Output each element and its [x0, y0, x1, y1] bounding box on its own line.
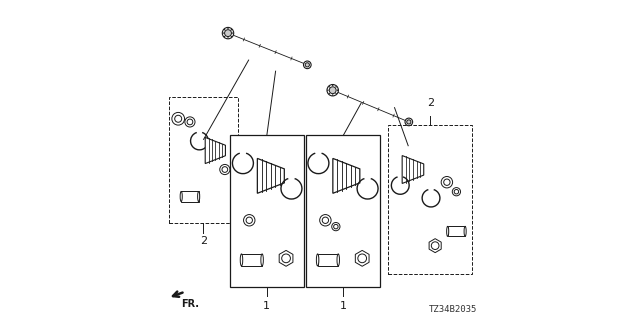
Circle shape	[220, 164, 230, 175]
Circle shape	[452, 188, 461, 196]
Circle shape	[222, 28, 234, 39]
Circle shape	[185, 117, 195, 127]
Circle shape	[225, 30, 232, 36]
Circle shape	[332, 95, 333, 96]
Circle shape	[224, 36, 225, 37]
Circle shape	[231, 36, 232, 37]
Circle shape	[282, 254, 291, 263]
Circle shape	[332, 85, 333, 86]
Ellipse shape	[337, 254, 339, 266]
Polygon shape	[355, 251, 369, 266]
Text: FR.: FR.	[181, 299, 199, 308]
Polygon shape	[279, 251, 293, 266]
Circle shape	[303, 61, 311, 69]
Bar	[388, 125, 472, 274]
Circle shape	[187, 119, 193, 125]
Bar	[317, 254, 339, 266]
Bar	[448, 226, 465, 236]
Ellipse shape	[198, 191, 200, 202]
Polygon shape	[429, 239, 441, 252]
Circle shape	[335, 86, 337, 87]
Circle shape	[175, 115, 182, 122]
Circle shape	[405, 118, 413, 126]
Bar	[241, 254, 262, 266]
Circle shape	[407, 120, 411, 124]
Circle shape	[246, 217, 252, 223]
Circle shape	[222, 167, 228, 172]
Circle shape	[444, 179, 450, 185]
Circle shape	[431, 242, 439, 250]
Bar	[170, 97, 237, 223]
Circle shape	[231, 29, 232, 30]
Ellipse shape	[180, 191, 182, 202]
Circle shape	[329, 87, 336, 94]
Circle shape	[329, 93, 330, 94]
Bar	[306, 135, 380, 287]
Circle shape	[320, 215, 331, 226]
Circle shape	[332, 222, 340, 231]
Circle shape	[333, 224, 338, 229]
Text: TZ34B2035: TZ34B2035	[429, 305, 477, 314]
Circle shape	[335, 93, 337, 94]
Text: 1: 1	[339, 301, 346, 311]
Ellipse shape	[447, 226, 449, 236]
Polygon shape	[205, 137, 225, 164]
Circle shape	[224, 29, 225, 30]
Circle shape	[232, 33, 234, 34]
Circle shape	[305, 63, 309, 67]
Circle shape	[244, 215, 255, 226]
Ellipse shape	[261, 254, 263, 266]
Polygon shape	[402, 156, 424, 183]
Circle shape	[454, 189, 459, 194]
Ellipse shape	[316, 254, 319, 266]
Polygon shape	[333, 158, 360, 193]
Bar	[181, 191, 198, 202]
Ellipse shape	[240, 254, 243, 266]
Bar	[230, 135, 304, 287]
Text: 1: 1	[263, 301, 270, 311]
Text: 2: 2	[427, 98, 434, 108]
Circle shape	[327, 84, 339, 96]
Polygon shape	[257, 158, 284, 193]
Circle shape	[322, 217, 328, 223]
Circle shape	[329, 86, 330, 87]
Circle shape	[337, 90, 338, 91]
Circle shape	[172, 112, 184, 125]
Circle shape	[441, 177, 452, 188]
Ellipse shape	[464, 226, 466, 236]
Circle shape	[358, 254, 367, 263]
Text: 2: 2	[200, 236, 207, 246]
